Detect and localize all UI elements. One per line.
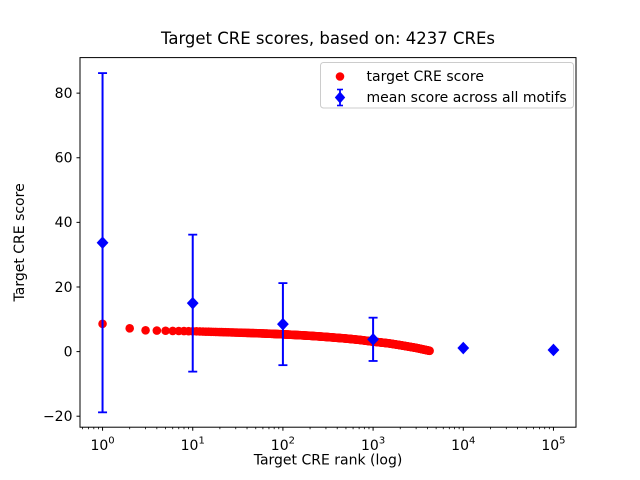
y-tick-label: 0	[64, 344, 73, 360]
x-tick-label: 105	[541, 436, 565, 455]
mean-score-point	[277, 317, 289, 331]
y-axis-label: Target CRE score	[12, 183, 28, 302]
y-tick-label: −20	[43, 409, 73, 425]
chart-title: Target CRE scores, based on: 4237 CREs	[160, 29, 495, 48]
mean-score-point	[547, 343, 560, 357]
y-tick-label: 60	[55, 151, 73, 167]
legend: target CRE score mean score across all m…	[320, 62, 574, 109]
legend-entry-target-score: target CRE score	[367, 69, 484, 85]
x-axis-label: Target CRE rank (log)	[253, 453, 403, 469]
legend-red-circle-icon	[335, 72, 345, 81]
mean-score-point	[186, 296, 199, 310]
x-tick-label: 101	[181, 436, 205, 455]
legend-blue-diamond-icon	[334, 88, 346, 107]
y-tick-label: 80	[55, 86, 73, 102]
mean-score-series	[96, 72, 560, 414]
legend-box	[320, 62, 574, 109]
plot-area	[79, 57, 577, 428]
y-axis: −20 0 20 40 60 80	[43, 86, 80, 425]
y-tick-label: 40	[55, 215, 73, 231]
x-tick-label: 103	[361, 436, 385, 455]
target-score-series	[98, 319, 434, 356]
x-axis: 100 101 102 103 104 105	[82, 427, 566, 455]
legend-entry-mean-score: mean score across all motifs	[367, 90, 567, 106]
x-tick-label: 100	[90, 436, 114, 455]
mean-score-point	[457, 341, 470, 355]
mean-score-point	[96, 236, 109, 250]
mean-score-point	[367, 333, 379, 346]
x-tick-label: 104	[451, 436, 475, 455]
y-tick-label: 20	[55, 280, 73, 296]
x-tick-label: 102	[271, 436, 295, 455]
